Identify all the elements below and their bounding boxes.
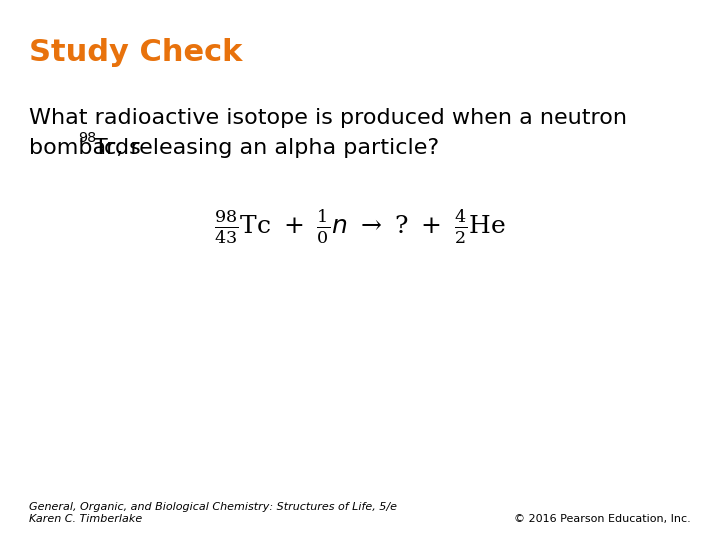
Text: 98: 98	[78, 131, 96, 145]
Text: What radioactive isotope is produced when a neutron: What radioactive isotope is produced whe…	[29, 108, 627, 128]
Text: General, Organic, and Biological Chemistry: Structures of Life, 5/e
Karen C. Tim: General, Organic, and Biological Chemist…	[29, 502, 397, 524]
Text: Study Check: Study Check	[29, 38, 242, 67]
Text: $\mathregular{\frac{98}{43}Tc \ + \ \frac{1}{0}\mathit{n} \ \rightarrow \ ? \ + : $\mathregular{\frac{98}{43}Tc \ + \ \fra…	[214, 208, 506, 246]
Text: © 2016 Pearson Education, Inc.: © 2016 Pearson Education, Inc.	[515, 514, 691, 524]
Text: Tc, releasing an alpha particle?: Tc, releasing an alpha particle?	[94, 138, 438, 158]
Text: bombards: bombards	[29, 138, 148, 158]
